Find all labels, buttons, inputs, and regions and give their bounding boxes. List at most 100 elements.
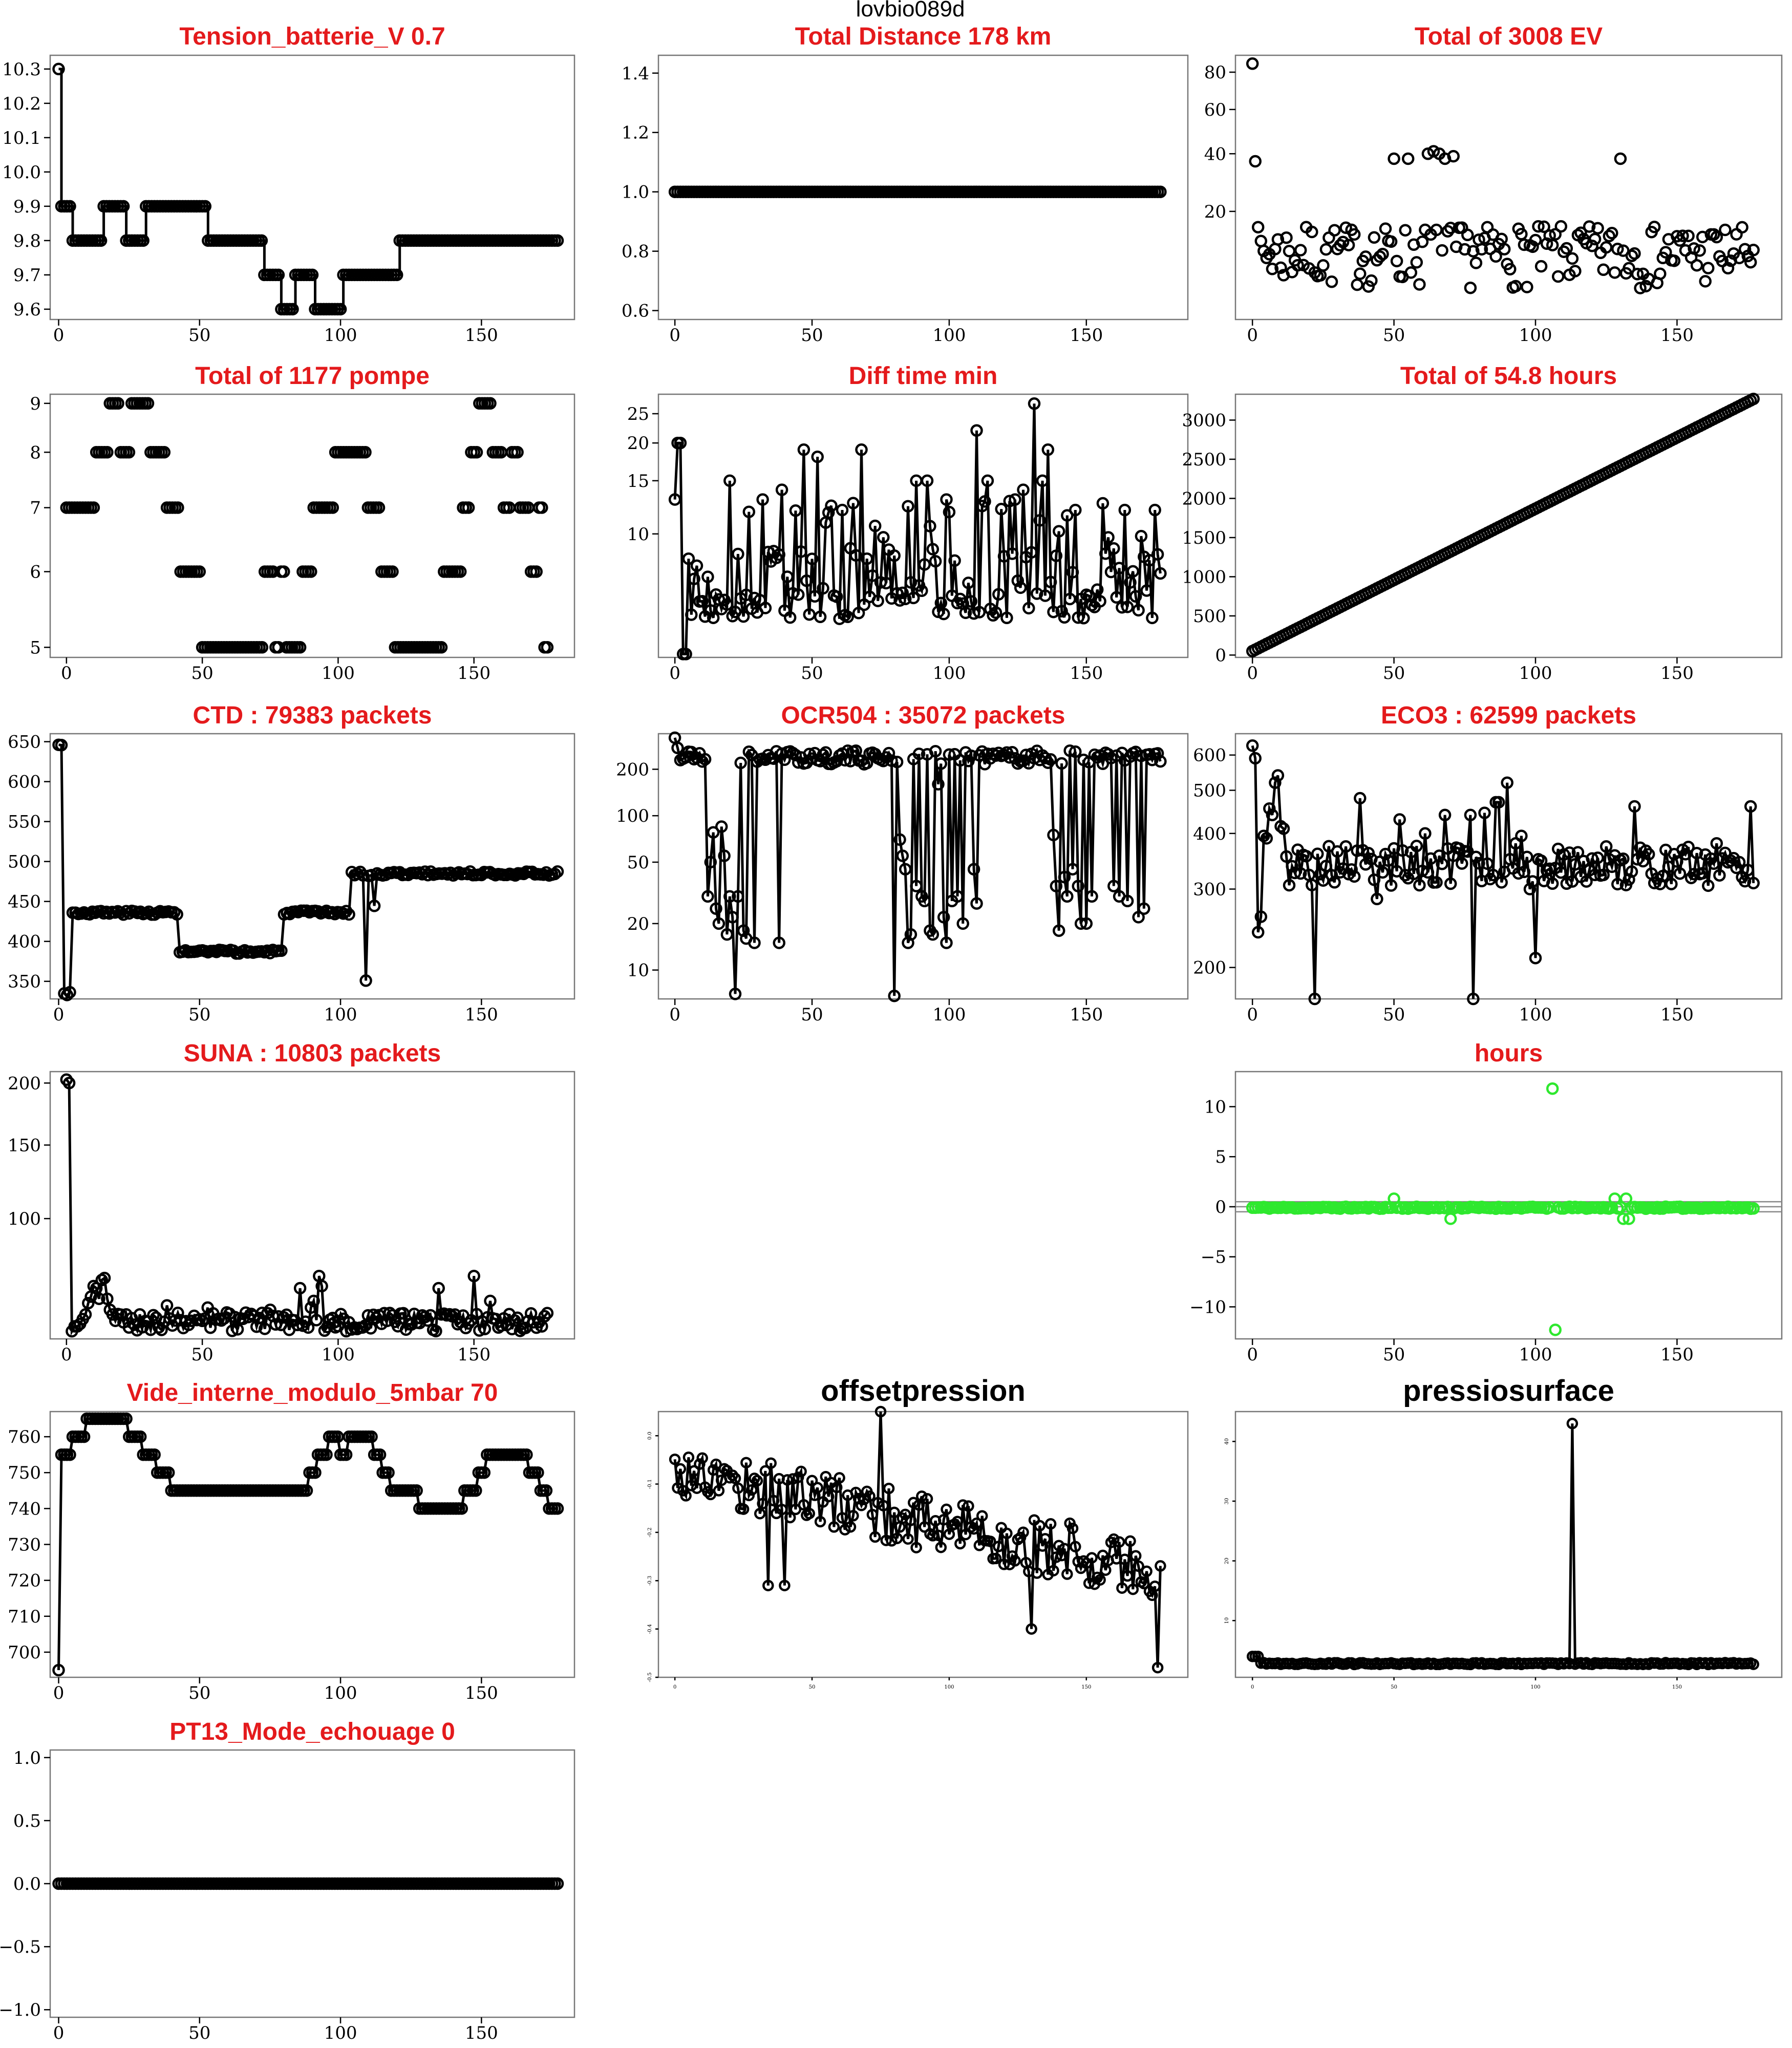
data-point xyxy=(688,1465,700,1477)
data-point xyxy=(1113,1536,1125,1548)
y-tick-label: 200 xyxy=(616,759,649,780)
data-point xyxy=(1039,589,1052,602)
data-point xyxy=(720,928,734,941)
data-point xyxy=(148,1448,161,1461)
y-tick-label: 1500 xyxy=(1182,528,1226,548)
data-point xyxy=(886,1535,898,1547)
data-point xyxy=(800,574,813,587)
data-point xyxy=(723,474,736,487)
data-point xyxy=(885,754,898,767)
data-point xyxy=(1710,230,1723,244)
data-point xyxy=(302,1321,315,1334)
data-point xyxy=(1154,185,1167,198)
data-point xyxy=(1154,755,1167,768)
data-point xyxy=(382,1466,395,1479)
data-point xyxy=(1001,1527,1013,1540)
data-point xyxy=(432,1282,445,1295)
data-point xyxy=(1044,1518,1057,1530)
data-point xyxy=(888,989,901,1002)
data-point xyxy=(1515,829,1528,842)
data-point xyxy=(147,1309,160,1322)
data-point xyxy=(841,610,854,624)
data-point xyxy=(1623,1212,1635,1225)
data-point xyxy=(970,897,983,910)
data-point xyxy=(910,1542,922,1553)
data-point xyxy=(293,641,307,654)
data-point xyxy=(888,549,901,562)
x-tick-label: 0 xyxy=(53,1683,65,1703)
data-point xyxy=(1094,1574,1106,1586)
data-point xyxy=(1003,495,1016,507)
data-point xyxy=(1140,584,1153,597)
data-point xyxy=(1070,1541,1081,1553)
data-point xyxy=(866,569,879,582)
data-point xyxy=(1475,243,1488,256)
data-point xyxy=(1436,244,1448,257)
data-point xyxy=(160,1299,174,1312)
data-point xyxy=(1668,254,1681,267)
data-point xyxy=(688,572,700,585)
data-point xyxy=(339,1448,353,1461)
data-point xyxy=(965,749,978,762)
x-tick-label: 150 xyxy=(1672,1684,1682,1690)
x-tick-label: 100 xyxy=(322,1345,355,1365)
data-point xyxy=(907,591,920,605)
x-tick-label: 50 xyxy=(188,1005,210,1025)
data-point xyxy=(1116,1582,1128,1594)
data-point xyxy=(1028,397,1041,410)
data-point xyxy=(878,1500,889,1511)
y-tick-label: 80 xyxy=(1204,62,1226,83)
data-point xyxy=(337,907,350,920)
data-point xyxy=(326,501,339,514)
data-point xyxy=(1110,591,1123,604)
chart-title: CTD : 79383 packets xyxy=(193,702,432,729)
x-tick-label: 100 xyxy=(932,663,966,684)
data-point xyxy=(1368,231,1381,244)
data-point xyxy=(481,1311,494,1324)
data-point xyxy=(1560,877,1573,890)
series-line xyxy=(65,1079,548,1336)
data-point xyxy=(1121,894,1134,908)
data-point xyxy=(52,1663,65,1677)
data-point xyxy=(1086,1552,1098,1564)
data-point xyxy=(137,234,150,247)
chart-panel-difftime: Diff time min 0 50 100 150 10 15 20 25 xyxy=(627,362,1189,684)
data-point xyxy=(1135,750,1148,762)
data-point xyxy=(1314,868,1327,881)
data-point xyxy=(1399,868,1412,882)
data-point xyxy=(834,1472,845,1484)
data-point xyxy=(985,1535,996,1547)
data-point xyxy=(1351,844,1363,857)
data-point xyxy=(1066,1522,1079,1534)
data-point xyxy=(1061,890,1074,903)
data-point xyxy=(773,936,785,949)
data-point xyxy=(1266,808,1279,822)
data-point xyxy=(1583,220,1596,233)
data-point xyxy=(1126,565,1140,578)
x-tick-label: 150 xyxy=(1660,1005,1694,1025)
data-point xyxy=(926,543,940,556)
data-point xyxy=(1486,868,1500,882)
data-point xyxy=(1588,868,1602,882)
data-point xyxy=(940,936,953,949)
data-point xyxy=(825,499,838,512)
data-point xyxy=(114,1308,127,1321)
x-tick-label: 150 xyxy=(465,1683,498,1703)
y-tick-label: 6 xyxy=(30,562,41,583)
data-point xyxy=(1376,866,1389,879)
data-point xyxy=(712,917,726,930)
y-tick-label: 500 xyxy=(1193,781,1226,801)
data-point xyxy=(170,908,183,921)
data-point xyxy=(1699,275,1712,288)
data-point xyxy=(94,234,108,247)
data-point xyxy=(767,1495,780,1507)
data-point xyxy=(1368,873,1381,886)
data-point xyxy=(915,584,928,598)
data-point xyxy=(1052,525,1065,538)
data-point xyxy=(729,988,742,1000)
data-point xyxy=(779,1580,791,1591)
y-tick-label: 1.0 xyxy=(622,182,649,203)
data-point xyxy=(797,443,810,456)
